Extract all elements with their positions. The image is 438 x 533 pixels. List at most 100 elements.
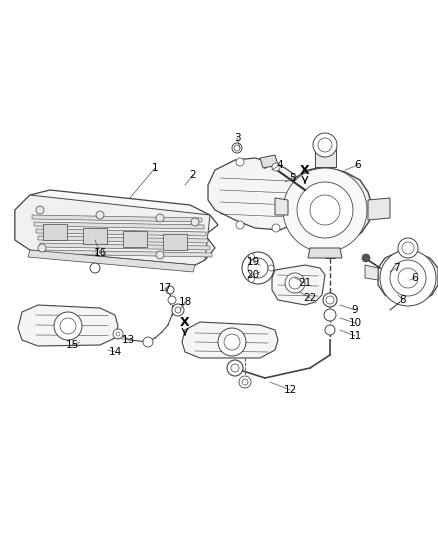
Circle shape [156,251,164,259]
Text: X: X [300,164,310,176]
Circle shape [324,309,336,321]
Circle shape [96,248,104,256]
Circle shape [248,276,254,282]
Polygon shape [42,250,212,257]
Polygon shape [365,265,378,280]
Text: 6: 6 [355,160,361,170]
Circle shape [175,307,181,313]
Text: X: X [180,316,190,328]
Text: 9: 9 [352,305,358,315]
Polygon shape [260,155,278,168]
Polygon shape [34,222,204,229]
Circle shape [60,318,76,334]
Polygon shape [28,250,195,272]
Polygon shape [163,234,187,250]
Polygon shape [293,175,315,192]
Polygon shape [283,168,367,252]
Text: 13: 13 [121,335,134,345]
Text: 2: 2 [190,170,196,180]
Polygon shape [310,195,340,225]
Polygon shape [288,168,372,248]
Polygon shape [398,268,418,288]
Polygon shape [380,250,436,306]
Text: 12: 12 [283,385,297,395]
Circle shape [313,133,337,157]
Polygon shape [83,228,107,244]
Circle shape [224,334,240,350]
Polygon shape [315,148,336,167]
Polygon shape [32,215,202,222]
Polygon shape [182,322,278,358]
Circle shape [38,244,46,252]
Circle shape [143,337,153,347]
Circle shape [242,252,274,284]
Text: 22: 22 [304,293,317,303]
Circle shape [96,211,104,219]
Text: 20: 20 [247,270,260,280]
Text: 5: 5 [289,173,295,183]
Polygon shape [15,195,210,265]
Text: 6: 6 [412,273,418,283]
Text: 8: 8 [400,295,406,305]
Polygon shape [297,182,353,238]
Circle shape [36,206,44,214]
Polygon shape [208,158,300,230]
Circle shape [248,254,254,260]
Polygon shape [308,248,342,258]
Text: 3: 3 [234,133,240,143]
Circle shape [272,163,280,171]
Circle shape [289,277,301,289]
Circle shape [90,263,100,273]
Circle shape [191,218,199,226]
Text: 19: 19 [246,257,260,267]
Text: 15: 15 [65,340,79,350]
Text: 11: 11 [348,331,362,341]
Circle shape [285,273,305,293]
Circle shape [116,332,120,336]
Polygon shape [378,252,438,302]
Circle shape [166,286,174,294]
Text: 10: 10 [349,318,361,328]
Polygon shape [368,198,390,220]
Circle shape [248,258,268,278]
Circle shape [398,238,418,258]
Text: 16: 16 [93,248,106,258]
Circle shape [236,221,244,229]
Polygon shape [123,231,147,247]
Circle shape [242,379,248,385]
Circle shape [54,312,82,340]
Circle shape [156,214,164,222]
Polygon shape [40,243,210,250]
Circle shape [323,293,337,307]
Text: 14: 14 [108,347,122,357]
Circle shape [172,304,184,316]
Circle shape [325,325,335,335]
Circle shape [234,145,240,151]
Polygon shape [43,224,67,240]
Text: 21: 21 [298,278,311,288]
Circle shape [232,143,242,153]
Circle shape [239,376,251,388]
Polygon shape [390,260,426,296]
Circle shape [168,296,176,304]
Circle shape [362,254,370,262]
Polygon shape [38,236,208,243]
Circle shape [231,364,239,372]
Circle shape [227,360,243,376]
Circle shape [268,265,274,271]
Text: 18: 18 [178,297,192,307]
Polygon shape [36,229,206,236]
Circle shape [318,138,332,152]
Circle shape [236,158,244,166]
Polygon shape [15,190,218,265]
Polygon shape [272,265,325,305]
Circle shape [402,242,414,254]
Text: 4: 4 [277,160,283,170]
Text: 7: 7 [393,263,399,273]
Text: 1: 1 [152,163,158,173]
Circle shape [218,328,246,356]
Circle shape [272,224,280,232]
Text: 17: 17 [159,283,172,293]
Polygon shape [18,305,118,346]
Polygon shape [275,198,288,215]
